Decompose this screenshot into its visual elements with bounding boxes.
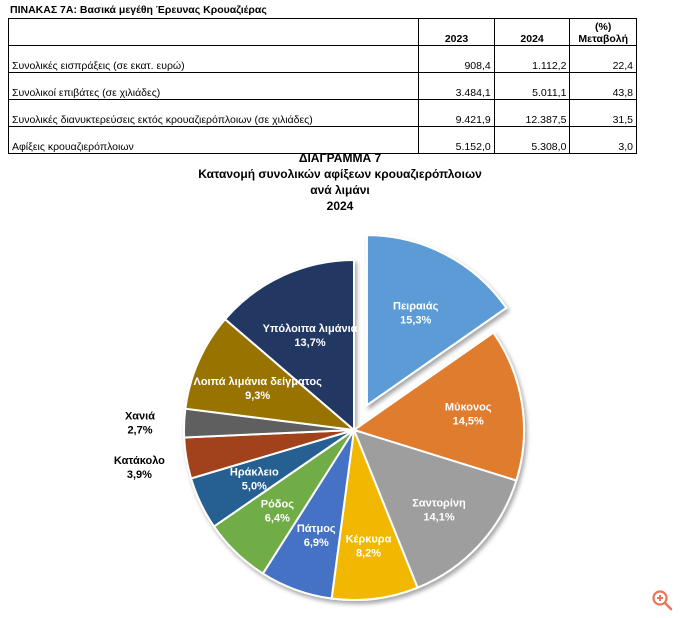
slice-value-label: 6,4% xyxy=(265,513,290,525)
slice-label: Σαντορίνη xyxy=(412,497,466,509)
slice-value-label: 5,0% xyxy=(242,481,267,493)
slice-label: Ρόδος xyxy=(261,499,294,511)
row-change: 22,4 xyxy=(569,45,637,73)
row-2023: 908,4 xyxy=(418,45,495,73)
pie-slice xyxy=(365,234,508,408)
chart-title-main: Κατανομή συνολικών αφίξεων κρουαζιερόπλο… xyxy=(198,167,482,181)
slice-value-label: 2,7% xyxy=(127,424,152,436)
pie-slice xyxy=(184,317,358,432)
table-row: Συνολικοί επιβάτες (σε χιλιάδες) 3.484,1… xyxy=(7,72,637,100)
table-header-row: 2023 2024 (%) Μεταβολή xyxy=(7,18,637,46)
slice-value-label: 9,3% xyxy=(245,390,270,402)
row-2024: 5.308,0 xyxy=(493,126,570,154)
slice-label: Πάτμος xyxy=(297,523,336,535)
chart-title-year: 2024 xyxy=(326,199,354,213)
table-title: ΠΙΝΑΚΑΣ 7Α: Βασικά μεγέθη Έρευνας Κρουαζ… xyxy=(10,4,267,16)
slice-label: Λοιπά λιμάνια δείγματος xyxy=(194,376,323,388)
slice-value-label: 3,9% xyxy=(127,469,152,481)
slice-label: Χανιά xyxy=(125,410,155,422)
pie-slice xyxy=(223,258,355,433)
chart-title-sub: ανά λιμάνι xyxy=(310,183,370,197)
row-2023: 5.152,0 xyxy=(418,126,495,154)
pie-slice xyxy=(352,428,518,589)
table-row: Συνολικές διανυκτερεύσεις εκτός κρουαζιε… xyxy=(7,99,637,127)
table-header-label xyxy=(7,18,419,46)
row-label: Συνολικοί επιβάτες (σε χιλιάδες) xyxy=(7,72,419,100)
table-header-change: (%) Μεταβολή xyxy=(569,18,637,46)
table-row: Συνολικές εισπράξεις (σε εκατ. ευρώ) 908… xyxy=(7,45,637,73)
row-2023: 3.484,1 xyxy=(418,72,495,100)
row-2023: 9.421,9 xyxy=(418,99,495,127)
slice-label: Κατάκολο xyxy=(114,455,165,467)
cruise-stats-table: 2023 2024 (%) Μεταβολή Συνολικές εισπράξ… xyxy=(7,18,637,154)
slice-value-label: 6,9% xyxy=(304,537,329,549)
table-header-2024: 2024 xyxy=(493,18,570,46)
row-2024: 12.387,5 xyxy=(493,99,570,127)
slice-label: Κέρκυρα xyxy=(346,534,392,546)
slice-label: Πειραιάς xyxy=(393,301,439,313)
table-row: Αφίξεις κρουαζιερόπλοιων 5.152,0 5.308,0… xyxy=(7,126,637,154)
slice-label: Ηράκλειο xyxy=(230,467,279,479)
slice-label: Μύκονος xyxy=(445,401,492,413)
slice-label: Υπόλοιπα λιμάνια xyxy=(263,323,358,335)
row-label: Συνολικές διανυκτερεύσεις εκτός κρουαζιε… xyxy=(7,99,419,127)
slice-value-label: 15,3% xyxy=(400,315,431,327)
table-header-2023: 2023 xyxy=(418,18,495,46)
zoom-in-icon[interactable] xyxy=(650,588,674,612)
slice-value-label: 14,1% xyxy=(423,511,454,523)
pie-slice xyxy=(330,426,419,601)
slice-value-label: 13,7% xyxy=(294,337,325,349)
chart-title: ΔΙΑΓΡΑΜΜΑ 7 Κατανομή συνολικών αφίξεων κ… xyxy=(0,150,680,214)
row-change: 3,0 xyxy=(569,126,637,154)
row-change: 43,8 xyxy=(569,72,637,100)
slice-value-label: 14,5% xyxy=(453,415,484,427)
row-label: Συνολικές εισπράξεις (σε εκατ. ευρώ) xyxy=(7,45,419,73)
chart-title-number: ΔΙΑΓΡΑΜΜΑ 7 xyxy=(298,151,382,165)
row-2024: 1.112,2 xyxy=(493,45,570,73)
row-label: Αφίξεις κρουαζιερόπλοιων xyxy=(7,126,419,154)
row-2024: 5.011,1 xyxy=(493,72,570,100)
pie-slice xyxy=(351,331,525,482)
slice-value-label: 8,2% xyxy=(356,548,381,560)
row-change: 31,5 xyxy=(569,99,637,127)
